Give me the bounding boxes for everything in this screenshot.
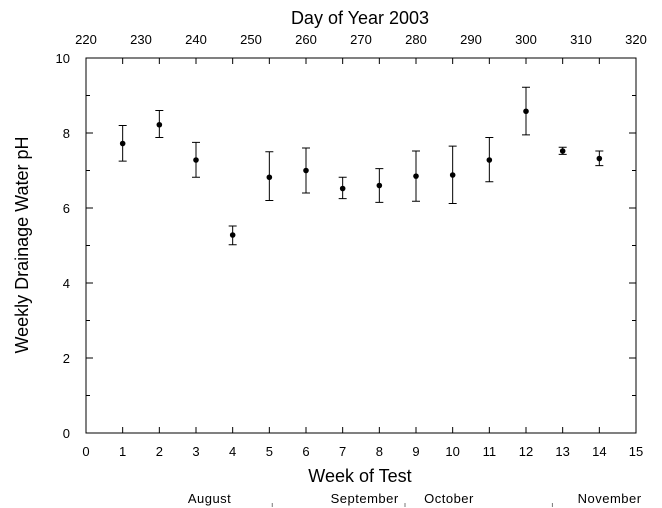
y-axis-title: Weekly Drainage Water pH <box>12 136 32 353</box>
x2-tick-label: 260 <box>295 32 317 47</box>
x-tick-label: 12 <box>519 444 533 459</box>
x2-axis-title: Day of Year 2003 <box>291 8 429 28</box>
x-tick-label: 0 <box>82 444 89 459</box>
y-tick-label: 2 <box>63 351 70 366</box>
data-point <box>596 155 603 162</box>
y-tick-label: 10 <box>56 51 70 66</box>
month-label: August <box>188 491 231 506</box>
x-tick-label: 10 <box>445 444 459 459</box>
y-tick-label: 6 <box>63 201 70 216</box>
data-point <box>119 140 126 147</box>
x2-tick-label: 240 <box>185 32 207 47</box>
data-point <box>449 172 456 178</box>
x-tick-label: 14 <box>592 444 606 459</box>
month-label: September <box>331 491 399 506</box>
x-tick-label: 4 <box>229 444 236 459</box>
x-tick-label: 11 <box>483 444 497 459</box>
data-point <box>376 182 383 189</box>
data-point <box>413 173 419 179</box>
month-label: October <box>424 491 474 506</box>
x2-tick-label: 310 <box>570 32 592 47</box>
x-tick-label: 3 <box>192 444 199 459</box>
x2-tick-label: 250 <box>240 32 262 47</box>
x2-tick-label: 270 <box>350 32 372 47</box>
x2-tick-label: 290 <box>460 32 482 47</box>
x-tick-label: 8 <box>376 444 383 459</box>
x-tick-label: 6 <box>302 444 309 459</box>
x-tick-label: 9 <box>412 444 419 459</box>
y-tick-label: 4 <box>63 276 70 291</box>
month-label: November <box>578 491 642 506</box>
data-point <box>303 167 309 174</box>
x-tick-label: 7 <box>339 444 346 459</box>
data-point <box>486 157 493 163</box>
x-tick-label: 13 <box>555 444 569 459</box>
x2-tick-label: 230 <box>130 32 152 47</box>
y-tick-label: 8 <box>63 126 70 141</box>
x-axis-title: Week of Test <box>308 466 411 486</box>
x2-tick-label: 320 <box>625 32 647 47</box>
data-point <box>266 174 273 181</box>
plot-frame <box>85 57 637 434</box>
data-point <box>229 232 236 238</box>
x2-tick-label: 280 <box>405 32 427 47</box>
x2-tick-label: 220 <box>75 32 97 47</box>
x-tick-label: 15 <box>629 444 643 459</box>
data-point <box>559 148 566 154</box>
data-point <box>339 185 346 192</box>
x2-tick-label: 300 <box>515 32 537 47</box>
data-point <box>523 108 529 115</box>
data-point <box>156 121 163 128</box>
y-tick-label: 0 <box>63 426 70 441</box>
x-tick-label: 2 <box>156 444 163 459</box>
x-tick-label: 5 <box>266 444 273 459</box>
x-tick-label: 1 <box>119 444 126 459</box>
data-point <box>193 157 199 163</box>
